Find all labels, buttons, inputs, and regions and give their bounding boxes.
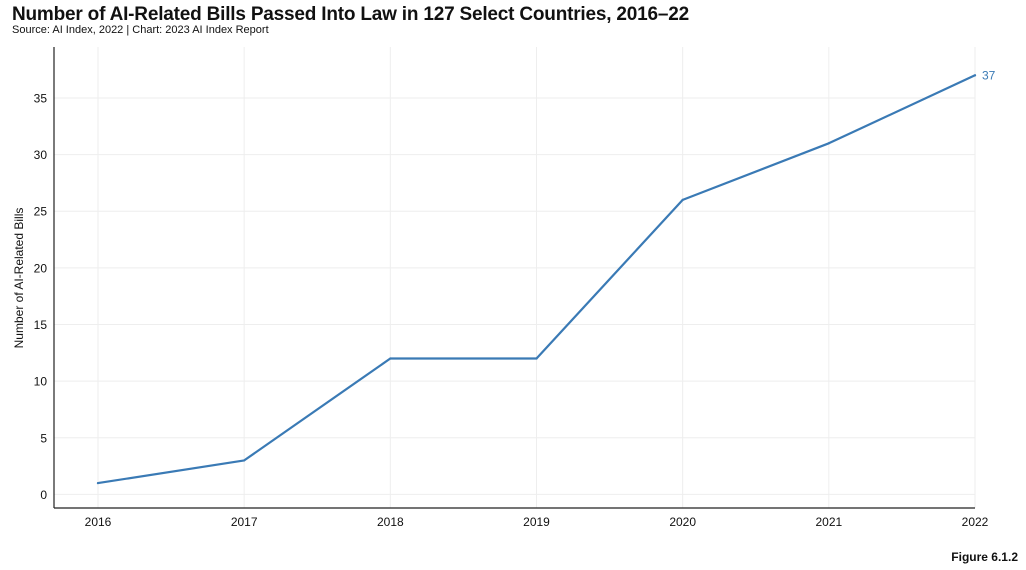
axes bbox=[53, 47, 975, 509]
y-tick-label: 20 bbox=[34, 261, 48, 275]
y-tick-label: 35 bbox=[34, 91, 48, 105]
data-point bbox=[827, 142, 830, 145]
data-point bbox=[243, 459, 246, 462]
y-tick-label: 0 bbox=[40, 488, 47, 502]
figure-label: Figure 6.1.2 bbox=[951, 550, 1018, 564]
y-tick-label: 10 bbox=[34, 375, 48, 389]
y-tick-label: 25 bbox=[34, 205, 48, 219]
x-tick-label: 2018 bbox=[377, 515, 404, 529]
data-point bbox=[389, 357, 392, 360]
data-point bbox=[535, 357, 538, 360]
data-point bbox=[973, 74, 977, 77]
grid-lines bbox=[54, 47, 976, 508]
chart-subtitle: Source: AI Index, 2022 | Chart: 2023 AI … bbox=[12, 24, 269, 36]
data-point bbox=[96, 481, 100, 485]
chart-title: Number of AI-Related Bills Passed Into L… bbox=[12, 4, 689, 25]
x-tick-label: 2017 bbox=[231, 515, 258, 529]
data-point bbox=[681, 198, 684, 202]
y-tick-label: 15 bbox=[34, 318, 48, 332]
y-tick-labels: 0 5 10 15 20 25 30 35 bbox=[34, 91, 48, 501]
value-label: 37 bbox=[982, 68, 996, 82]
y-tick-label: 5 bbox=[40, 431, 47, 445]
x-tick-label: 2021 bbox=[815, 515, 842, 529]
x-tick-label: 2019 bbox=[523, 515, 550, 529]
y-tick-label: 30 bbox=[34, 148, 48, 162]
data-labels: 37 bbox=[982, 68, 996, 82]
x-tick-label: 2016 bbox=[85, 515, 112, 529]
x-tick-label: 2020 bbox=[669, 515, 696, 529]
series-layer bbox=[96, 74, 977, 485]
y-axis-label: Number of AI-Related Bills bbox=[12, 208, 26, 349]
x-tick-label: 2022 bbox=[962, 515, 989, 529]
x-tick-labels: 2016 2017 2018 2019 2020 2021 2022 bbox=[85, 515, 989, 529]
